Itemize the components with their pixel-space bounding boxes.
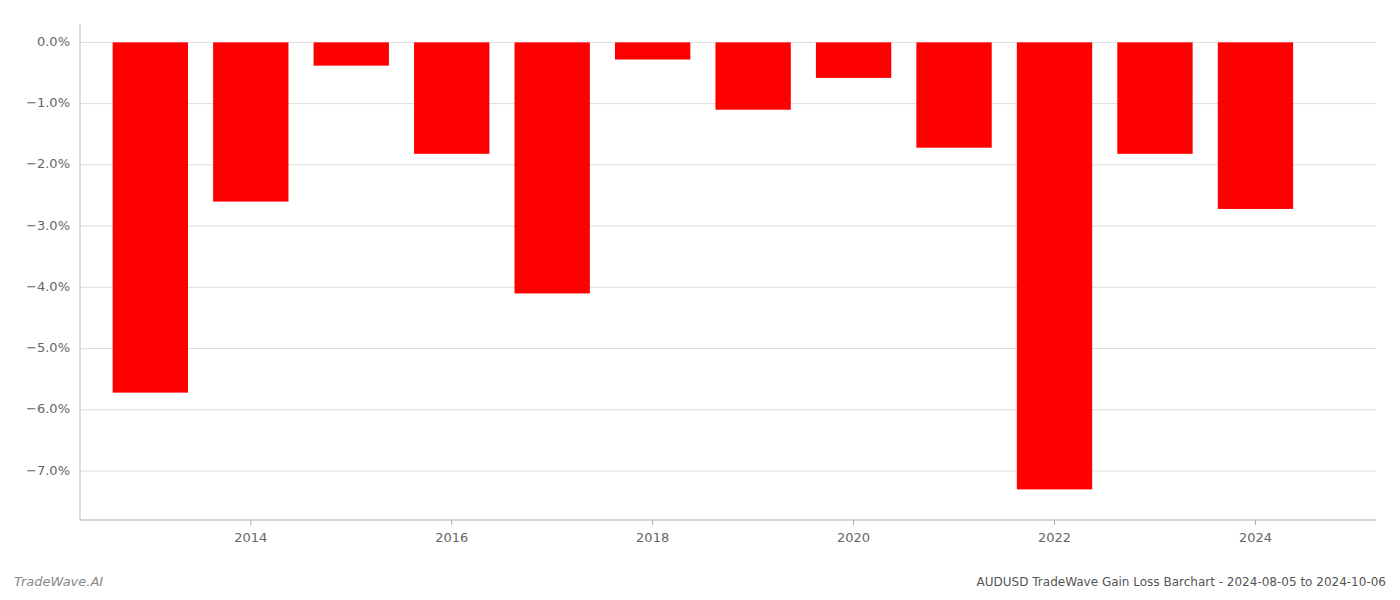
x-tick-label: 2016 (435, 530, 468, 545)
bar (1218, 42, 1293, 209)
bar (615, 42, 690, 59)
x-tick (1255, 520, 1256, 525)
y-tick-label: −4.0% (26, 279, 70, 294)
bar (715, 42, 790, 109)
y-tick-label: 0.0% (37, 34, 70, 49)
grid-line (80, 471, 1376, 472)
bar (113, 42, 188, 392)
bar (213, 42, 288, 201)
bar (916, 42, 991, 147)
bar (314, 42, 389, 65)
bar (515, 42, 590, 293)
x-tick-label: 2022 (1038, 530, 1071, 545)
y-tick-label: −2.0% (26, 156, 70, 171)
y-tick-label: −7.0% (26, 463, 70, 478)
bars (113, 42, 1293, 489)
x-tick (250, 520, 251, 525)
grid-line (80, 348, 1376, 349)
y-grid (80, 42, 1376, 471)
watermark: TradeWave.AI (14, 574, 103, 589)
x-tick (853, 520, 854, 525)
chart-title: AUDUSD TradeWave Gain Loss Barchart - 20… (977, 575, 1386, 589)
chart-container: 0.0% −1.0% −2.0% −3.0% −4.0% −5.0% −6.0% −7.0% 2… (0, 0, 1400, 600)
y-tick-label: −6.0% (26, 401, 70, 416)
bar (414, 42, 489, 153)
y-tick-label: −5.0% (26, 340, 70, 355)
x-tick (652, 520, 653, 525)
y-axis-line (80, 24, 81, 520)
grid-line (80, 409, 1376, 410)
x-tick (1054, 520, 1055, 525)
grid-line (80, 226, 1376, 227)
grid-line (80, 287, 1376, 288)
bar (1017, 42, 1092, 489)
background (0, 0, 1400, 600)
x-tick-label: 2018 (636, 530, 669, 545)
x-tick-label: 2024 (1239, 530, 1272, 545)
x-ticks: 2014 2016 2018 2020 2022 2024 (234, 520, 1272, 545)
x-axis-line (80, 520, 1376, 521)
x-tick-label: 2020 (837, 530, 870, 545)
bar (816, 42, 891, 78)
y-tick-label: −1.0% (26, 95, 70, 110)
bar (1117, 42, 1192, 153)
y-tick-labels: 0.0% −1.0% −2.0% −3.0% −4.0% −5.0% −6.0% −7.0% (26, 34, 70, 478)
chart-svg: 0.0% −1.0% −2.0% −3.0% −4.0% −5.0% −6.0% −7.0% 2… (0, 0, 1400, 600)
x-tick-label: 2014 (234, 530, 267, 545)
x-tick (451, 520, 452, 525)
y-tick-label: −3.0% (26, 218, 70, 233)
